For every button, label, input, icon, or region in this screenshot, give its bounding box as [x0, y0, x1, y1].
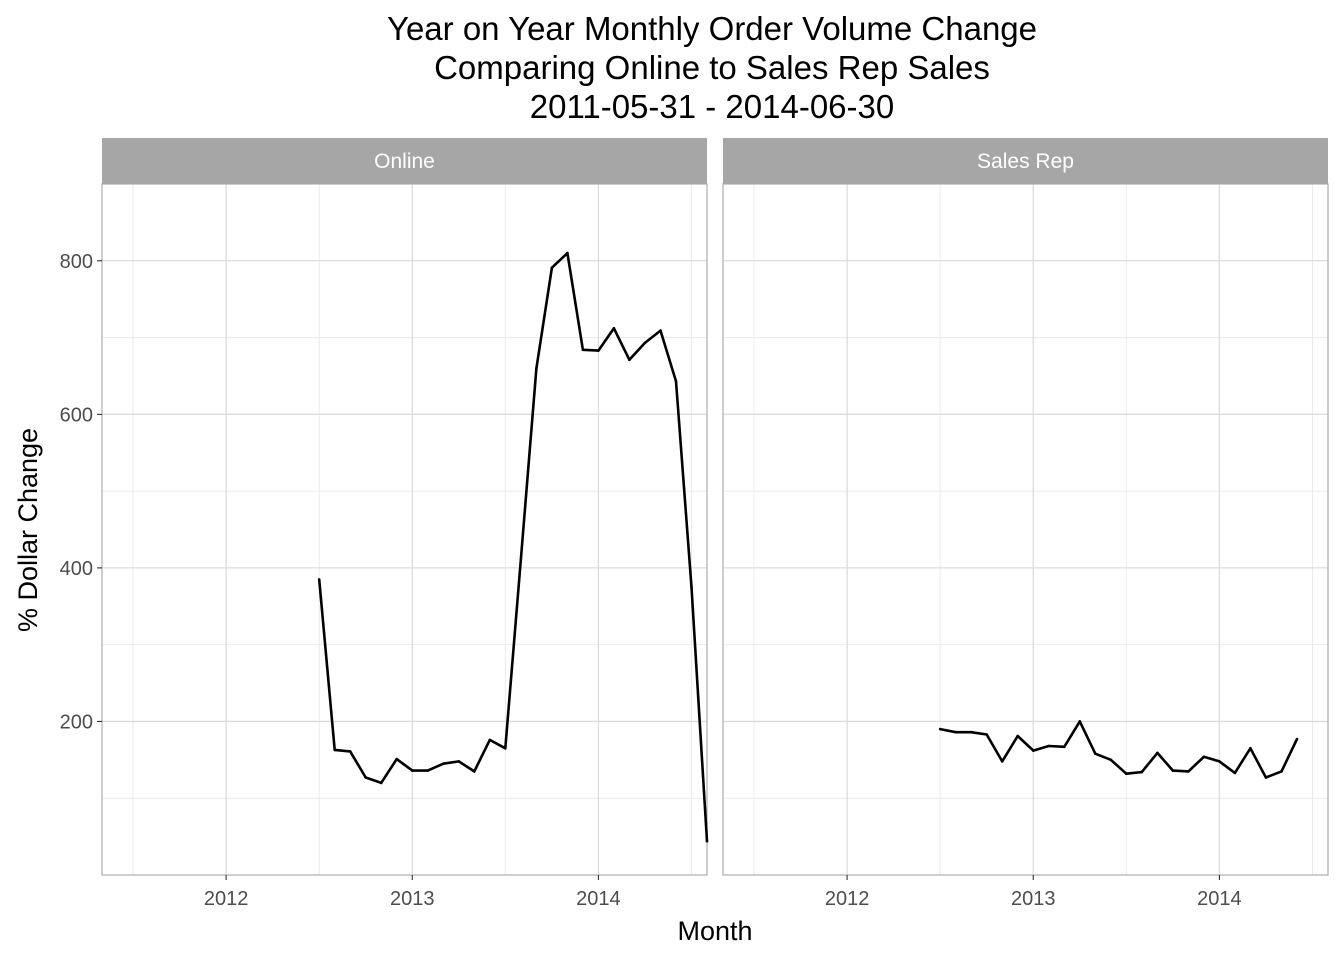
- data-point: [969, 730, 973, 734]
- data-point: [674, 380, 678, 383]
- panel-background: [723, 184, 1328, 875]
- chart-title-line: 2011-05-31 - 2014-06-30: [530, 88, 894, 125]
- data-point: [1187, 770, 1190, 773]
- panel-sales-rep: Sales Rep 2012 2013 2014: [722, 138, 1329, 910]
- data-point: [348, 750, 352, 753]
- data-point: [488, 738, 492, 742]
- data-point: [457, 760, 461, 763]
- x-tick-label: 2012: [825, 888, 870, 910]
- data-point: [1264, 776, 1268, 779]
- data-point: [1202, 755, 1206, 759]
- data-point: [690, 585, 693, 589]
- data-point: [1078, 720, 1082, 723]
- data-point: [1109, 758, 1113, 762]
- data-point: [659, 329, 662, 332]
- data-point: [612, 327, 616, 330]
- data-point: [442, 762, 445, 765]
- x-tick-label: 2012: [204, 888, 249, 910]
- facet-strip-label: Online: [374, 150, 435, 173]
- data-point: [426, 769, 430, 772]
- data-point: [628, 358, 631, 362]
- x-tick-label: 2014: [1197, 888, 1242, 910]
- x-tick-label: 2014: [576, 888, 621, 910]
- y-tick-label: 200: [60, 711, 93, 733]
- data-point: [535, 367, 538, 370]
- data-point: [519, 558, 523, 562]
- x-axis-title: Month: [677, 916, 752, 946]
- series-line: [317, 251, 709, 842]
- facet-strip: [102, 138, 707, 184]
- data-point: [504, 747, 507, 750]
- panel-online: Online 200 400 600 800 2012 2013 2014: [60, 138, 709, 910]
- data-point: [1000, 760, 1004, 763]
- data-point: [643, 341, 647, 345]
- data-point: [597, 349, 600, 352]
- chart-title-line: Year on Year Monthly Order Volume Change: [387, 10, 1037, 47]
- facet-strip-label: Sales Rep: [977, 150, 1074, 173]
- series-line: [939, 720, 1299, 779]
- x-tick-label: 2013: [390, 888, 435, 910]
- data-point: [1016, 734, 1019, 738]
- data-point: [1233, 771, 1237, 775]
- data-point: [566, 251, 569, 255]
- data-point: [581, 348, 585, 352]
- facet-strip: [723, 138, 1328, 184]
- data-point: [395, 757, 399, 761]
- panel-background: [102, 184, 707, 875]
- chart-title-line: Comparing Online to Sales Rep Sales: [434, 49, 990, 86]
- data-point: [1094, 752, 1097, 755]
- data-point: [1063, 745, 1066, 749]
- data-point: [473, 770, 476, 773]
- data-point: [379, 781, 383, 785]
- data-point: [1171, 769, 1175, 772]
- data-point: [1032, 749, 1035, 752]
- data-point: [1156, 751, 1159, 755]
- data-point: [1295, 737, 1299, 741]
- data-point: [333, 748, 337, 752]
- data-point: [1280, 770, 1283, 773]
- data-point: [411, 769, 414, 772]
- panels: Online 200 400 600 800 2012 2013 2014 Sales Rep 2…: [60, 138, 1329, 910]
- data-point: [550, 266, 554, 270]
- chart-title: Year on Year Monthly Order Volume Change…: [387, 10, 1037, 125]
- data-point: [705, 839, 709, 843]
- x-tick-label: 2013: [1011, 888, 1056, 910]
- data-point: [985, 733, 988, 736]
- data-point: [954, 730, 957, 734]
- data-point: [1125, 772, 1128, 775]
- data-point: [1140, 770, 1144, 774]
- data-point: [1218, 760, 1221, 763]
- data-point: [1047, 744, 1051, 748]
- y-tick-label: 400: [60, 558, 93, 580]
- y-tick-label: 600: [60, 404, 93, 426]
- data-point: [317, 578, 321, 581]
- y-axis-title: % Dollar Change: [13, 428, 43, 632]
- data-point: [1249, 747, 1252, 750]
- y-tick-label: 800: [60, 251, 93, 273]
- data-point: [364, 776, 368, 779]
- data-point: [938, 727, 942, 731]
